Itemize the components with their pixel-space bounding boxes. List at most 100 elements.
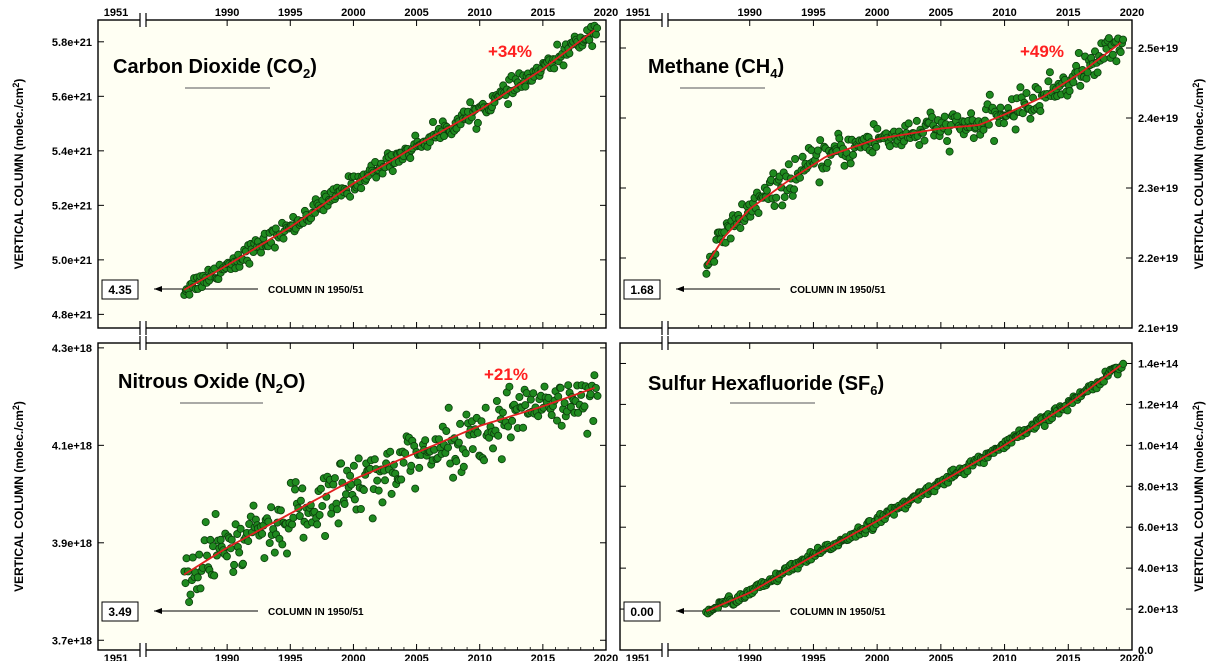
- y-tick-label: 2.5e+19: [1138, 43, 1178, 55]
- data-point: [586, 390, 595, 399]
- axis-break-gap: [662, 336, 668, 350]
- y-tick-label: 4.8e+21: [52, 309, 92, 321]
- chart-panel-3: 1951 1990 1995 2000 2005 2010 2015 2020 3.7e+18 3…: [11, 336, 618, 661]
- data-point: [443, 443, 452, 452]
- percent-change: +49%: [1020, 42, 1064, 61]
- data-point: [202, 551, 211, 560]
- data-point: [313, 520, 322, 529]
- data-point: [442, 426, 451, 435]
- data-point: [333, 505, 342, 514]
- data-point: [231, 520, 240, 529]
- baseline-note: COLUMN IN 1950/51: [790, 285, 886, 296]
- y-axis-label: VERTICAL COLUMN (molec./cm2): [11, 79, 26, 270]
- data-point: [256, 248, 265, 257]
- data-point: [798, 152, 807, 161]
- data-point: [590, 371, 599, 380]
- y-tick-label: 5.4e+21: [52, 146, 92, 158]
- baseline-box: [623, 279, 661, 300]
- data-point: [945, 147, 954, 156]
- data-point: [1108, 50, 1117, 59]
- data-point: [296, 496, 305, 505]
- data-point: [1022, 89, 1031, 98]
- chart-title: Carbon Dioxide (CO2): [113, 56, 317, 81]
- baseline-value: 3.49: [108, 605, 132, 619]
- x-tick-label: 2010: [467, 653, 491, 661]
- data-point: [835, 134, 844, 143]
- data-point: [1044, 77, 1053, 86]
- axis-break-gap: [662, 13, 668, 27]
- y-axis-label: VERTICAL COLUMN (molec./cm2): [1191, 79, 1206, 270]
- x-tick-label: 2000: [341, 7, 365, 19]
- data-point: [298, 484, 307, 493]
- x-tick-label: 2005: [404, 7, 428, 19]
- axis-break-gap: [662, 321, 668, 335]
- data-point: [492, 396, 501, 405]
- data-point: [265, 539, 274, 548]
- data-point: [388, 167, 397, 176]
- data-point: [506, 433, 515, 442]
- data-point: [488, 444, 497, 453]
- data-point: [238, 559, 247, 568]
- data-point: [456, 419, 465, 428]
- data-point: [380, 476, 389, 485]
- data-point: [1065, 87, 1074, 96]
- data-point: [494, 431, 503, 440]
- baseline-note: COLUMN IN 1950/51: [268, 607, 364, 618]
- data-point: [315, 510, 324, 519]
- data-point: [350, 495, 359, 504]
- data-point: [193, 573, 202, 582]
- y-tick-label: 1.2e+14: [1138, 399, 1179, 411]
- data-point: [769, 169, 778, 178]
- data-point: [1076, 81, 1085, 90]
- data-point: [702, 269, 711, 278]
- x-tick-label: 2000: [865, 7, 889, 19]
- y-tick-label: 2.4e+19: [1138, 113, 1178, 125]
- data-point: [459, 462, 468, 471]
- data-point: [186, 590, 195, 599]
- data-point: [291, 478, 300, 487]
- data-point: [337, 459, 346, 468]
- baseline-arrowhead: [676, 608, 684, 614]
- data-point: [454, 438, 463, 447]
- plot-area: [619, 342, 1133, 651]
- baseline-note: COLUMN IN 1950/51: [268, 285, 364, 296]
- data-point: [497, 455, 506, 464]
- percent-change: +21%: [484, 365, 528, 384]
- data-point: [521, 401, 530, 410]
- y-tick-label: 1.4e+14: [1138, 358, 1179, 370]
- data-point: [318, 501, 327, 510]
- data-point: [1116, 48, 1125, 57]
- percent-change: +34%: [488, 42, 532, 61]
- data-point: [589, 416, 598, 425]
- data-point: [515, 392, 524, 401]
- x-tick-label: 2010: [992, 7, 1016, 19]
- data-point: [449, 473, 458, 482]
- data-point: [872, 142, 881, 151]
- data-point: [267, 503, 276, 512]
- data-point: [1040, 421, 1049, 430]
- data-point: [920, 136, 929, 145]
- fit-line: [183, 29, 596, 291]
- x-tick-label: 2005: [929, 7, 953, 19]
- data-point: [762, 186, 771, 195]
- y-axis-label: VERTICAL COLUMN (molec./cm2): [11, 401, 26, 592]
- data-point: [249, 501, 258, 510]
- data-point: [282, 549, 291, 558]
- data-point: [772, 193, 781, 202]
- data-point: [185, 290, 194, 299]
- x-tick-label: 2005: [404, 653, 428, 661]
- data-point: [912, 116, 921, 125]
- data-point: [260, 554, 269, 563]
- data-point: [211, 509, 220, 518]
- data-point: [873, 124, 882, 133]
- data-point: [374, 486, 383, 495]
- data-point: [195, 550, 204, 559]
- x-tick-label: 2015: [531, 7, 555, 19]
- data-point: [553, 40, 562, 49]
- data-point: [1119, 35, 1128, 44]
- y-tick-label: 3.9e+18: [52, 538, 92, 550]
- data-point: [904, 119, 913, 128]
- data-point: [452, 457, 461, 466]
- data-point: [574, 408, 583, 417]
- x-tick-label: 2020: [1120, 653, 1144, 661]
